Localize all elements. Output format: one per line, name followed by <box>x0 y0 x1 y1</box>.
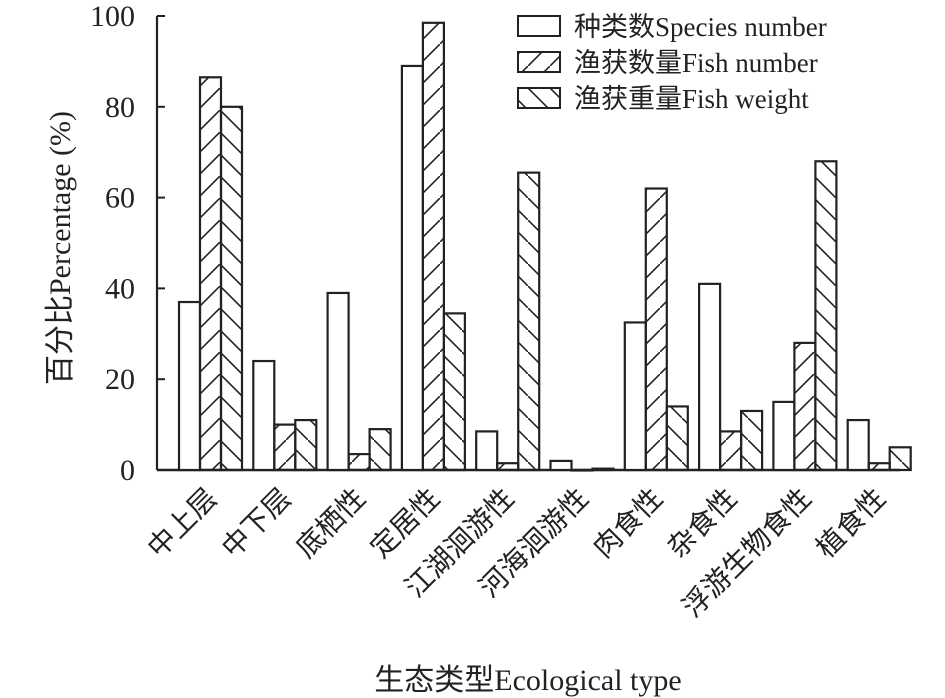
bar-species <box>475 430 499 472</box>
legend-swatch <box>517 15 561 37</box>
bar-fish-number <box>644 187 668 472</box>
bar-fish-number <box>867 462 891 472</box>
bar-species <box>697 282 722 472</box>
bar-species <box>326 291 350 472</box>
bar-fish-weight <box>591 467 615 472</box>
bar-fish-weight <box>442 312 466 472</box>
x-category-label: 浮游生物食性 <box>676 482 817 623</box>
legend: 种类数Species number 渔获数量Fish number 渔获重量Fish… <box>517 12 827 114</box>
bar-fish-weight <box>739 409 764 472</box>
bar-fish-number <box>570 468 594 472</box>
bar-fish-weight <box>368 428 392 472</box>
legend-label: 种类数Species number <box>574 12 827 42</box>
bar-fish-weight <box>888 446 912 472</box>
x-axis-title: 生态类型Ecological type <box>374 664 681 697</box>
legend-swatch <box>517 51 561 73</box>
y-tick-label: 20 <box>105 363 135 396</box>
x-category-label: 肉食性 <box>587 482 669 564</box>
bar-species <box>252 359 276 472</box>
legend-label: 渔获数量Fish number <box>574 48 818 78</box>
x-category-label: 植食性 <box>810 482 892 564</box>
bar-fish-weight <box>294 418 318 472</box>
bar-species <box>846 418 870 472</box>
bar-species <box>772 400 796 472</box>
y-tick-label: 80 <box>105 91 135 124</box>
bar-fish-number <box>421 21 445 472</box>
bar-fish-weight <box>814 160 838 472</box>
y-tick-label: 40 <box>105 272 135 305</box>
bar-fish-number <box>198 76 223 472</box>
bar-fish-number <box>718 430 743 472</box>
bar-species <box>623 321 647 472</box>
bar-fish-number <box>347 453 371 472</box>
y-ticks: 0 20 40 60 80 100 <box>90 0 165 487</box>
bar-fish-weight <box>219 105 244 472</box>
bar-species <box>549 459 573 472</box>
bar-fish-number <box>793 341 817 472</box>
x-category-label: 底栖性 <box>290 482 372 564</box>
bars <box>177 21 912 472</box>
y-tick-label: 60 <box>105 182 135 215</box>
legend-label: 渔获重量Fish weight <box>574 84 809 114</box>
bar-species <box>400 64 424 472</box>
x-category-label: 中下层 <box>216 482 298 564</box>
bar-fish-number <box>273 423 297 472</box>
legend-swatch <box>517 87 561 109</box>
x-category-label: 中上层 <box>141 482 223 564</box>
bar-fish-weight <box>665 405 689 472</box>
bar-fish-weight <box>517 171 541 472</box>
y-tick-label: 0 <box>120 454 135 487</box>
bar-species <box>177 300 202 472</box>
y-axis-title: 百分比Percentage (%) <box>44 111 77 385</box>
y-tick-label: 100 <box>90 0 135 33</box>
bar-fish-number <box>496 462 520 472</box>
